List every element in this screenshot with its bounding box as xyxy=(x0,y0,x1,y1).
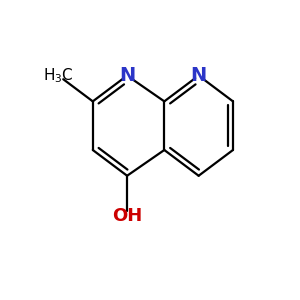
Text: OH: OH xyxy=(112,207,142,225)
Text: H$_3$C: H$_3$C xyxy=(43,66,74,85)
Text: N: N xyxy=(190,66,207,85)
Text: N: N xyxy=(119,66,135,85)
